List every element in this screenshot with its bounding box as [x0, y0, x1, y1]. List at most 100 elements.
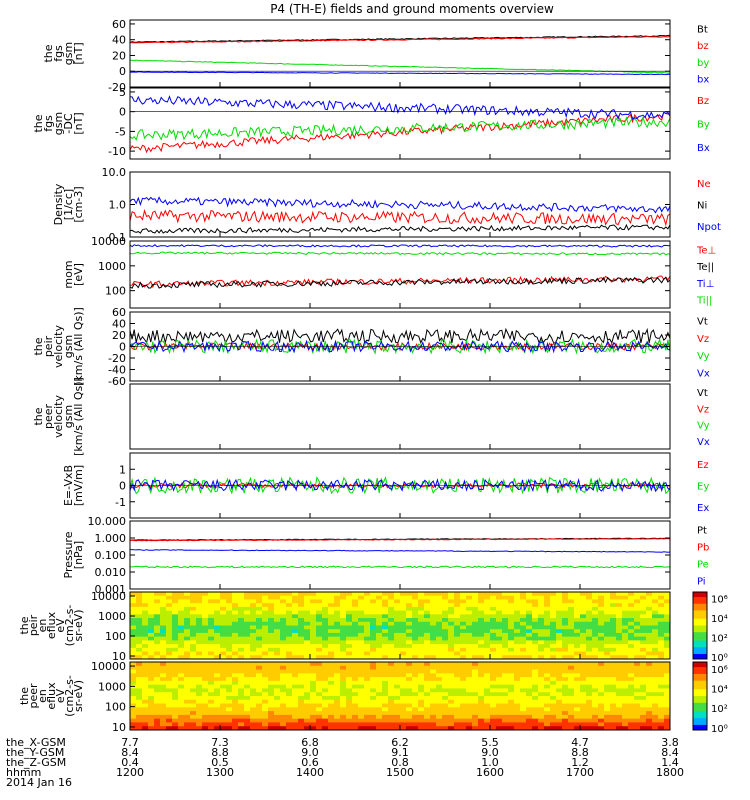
spec-cell [142, 610, 149, 615]
spec-cell [400, 618, 407, 623]
spec-cell [304, 726, 311, 731]
spec-cell [400, 669, 407, 674]
spec-cell [298, 647, 305, 653]
spec-cell [616, 726, 623, 731]
ylabel-line-peir_velocity-0: the [32, 337, 45, 355]
spec-cell [472, 655, 479, 660]
spec-cell [598, 696, 605, 701]
spec-cell [502, 614, 509, 619]
spec-cell [418, 644, 425, 649]
spec-cell [400, 614, 407, 619]
spec-cell [652, 714, 659, 720]
colorbar-cell [693, 647, 707, 650]
spec-cell [448, 599, 455, 604]
spec-cell [322, 618, 329, 623]
spec-cell [172, 632, 179, 638]
spec-cell [190, 629, 197, 634]
spec-cell [520, 707, 527, 712]
spec-cell [256, 632, 263, 638]
spec-cell [448, 640, 455, 645]
colorbar-cell [693, 707, 707, 711]
spec-cell [622, 722, 629, 727]
spec-cell [622, 632, 629, 638]
colorbar-cell [693, 652, 707, 655]
spec-cell [556, 707, 563, 712]
spec-cell [514, 692, 521, 697]
spec-cell [226, 665, 233, 671]
spec-cell [358, 655, 365, 660]
spec-cell [178, 640, 185, 645]
spec-cell [256, 651, 263, 656]
spec-cell [610, 662, 617, 667]
spec-cell [400, 651, 407, 656]
spec-cell [592, 669, 599, 674]
spec-cell [646, 692, 653, 697]
spec-cell [496, 603, 503, 608]
spec-cell [370, 707, 377, 712]
spec-cell [142, 718, 149, 723]
spec-cell [172, 610, 179, 615]
spectrogram-peer_en_eflux: 10000100010010thepeerenefluxeV(cm2-s-sr-… [18, 660, 728, 735]
spec-cell [604, 718, 611, 723]
spec-cell [490, 673, 497, 678]
spec-cell [586, 621, 593, 626]
spec-ytick-label-peer_en_eflux-0: 10000 [91, 660, 126, 673]
legend-fgs_gsm-2: by [697, 58, 709, 69]
colorbar-cell [693, 603, 707, 606]
spec-cell [502, 673, 509, 678]
spec-cell [448, 684, 455, 689]
spec-cell [418, 680, 425, 686]
spec-cell [322, 651, 329, 656]
spec-cell [472, 647, 479, 653]
spec-cell [394, 614, 401, 619]
spec-cell [142, 699, 149, 705]
spec-cell [148, 699, 155, 705]
spec-cell [334, 644, 341, 649]
spec-cell [646, 625, 653, 630]
spec-cell [310, 684, 317, 689]
spec-cell [592, 636, 599, 641]
spec-cell [346, 644, 353, 649]
spec-cell [298, 696, 305, 701]
spec-cell [508, 688, 515, 693]
colorbar-cell [693, 694, 707, 697]
colorbar-cell [693, 670, 707, 673]
spec-cell [514, 726, 521, 731]
spec-cell [166, 618, 173, 623]
spec-cell [316, 688, 323, 693]
spec-cell [316, 651, 323, 656]
spec-cell [640, 614, 647, 619]
spec-cell [316, 595, 323, 600]
spec-cell [538, 603, 545, 608]
spec-cell [274, 684, 281, 689]
spec-cell [256, 703, 263, 708]
spec-cell [250, 684, 257, 689]
spec-cell [274, 621, 281, 626]
spec-cell [238, 621, 245, 626]
spec-cell [352, 647, 359, 653]
spec-cell [322, 644, 329, 649]
spec-cell [496, 718, 503, 723]
spec-cell [532, 707, 539, 712]
spec-cell [652, 662, 659, 667]
spec-cell [514, 651, 521, 656]
spec-cell [226, 632, 233, 638]
spec-cell [262, 618, 269, 623]
spec-cell [466, 644, 473, 649]
spec-cell [202, 592, 209, 597]
spec-cell [364, 592, 371, 597]
spec-cell [460, 651, 467, 656]
spec-cell [580, 592, 587, 597]
spec-cell [466, 673, 473, 678]
spec-cell [478, 692, 485, 697]
spec-cell [466, 621, 473, 626]
spec-cell [172, 688, 179, 693]
spec-cell [262, 673, 269, 678]
spec-cell [172, 640, 179, 645]
spec-cell [214, 644, 221, 649]
spec-cell [226, 610, 233, 615]
spec-cell [412, 711, 419, 716]
spec-cell [400, 726, 407, 731]
spec-cell [448, 669, 455, 674]
spec-cell [346, 636, 353, 641]
